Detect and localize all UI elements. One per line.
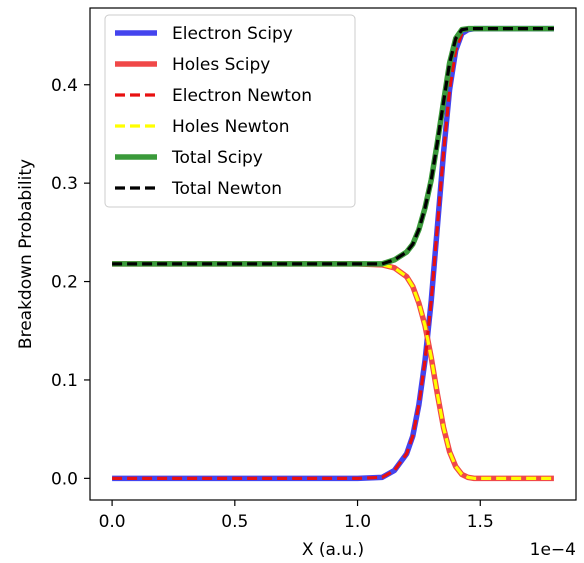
y-tick-label: 0.3 [51,174,78,194]
x-tick-label: 0.5 [221,512,248,532]
x-tick-label: 0.0 [99,512,126,532]
series-layer [112,25,554,482]
x-tick-label: 1.0 [344,512,371,532]
series-line-total-newton [112,27,554,266]
y-tick-label: 0.2 [51,273,78,293]
x-axis-label: X (a.u.) [302,540,364,560]
legend-label-total-scipy: Total Scipy [171,148,263,168]
y-tick-label: 0.1 [51,371,78,391]
series-line-holes-newton [112,262,554,480]
legend-label-electron-scipy: Electron Scipy [172,24,293,44]
y-tick-label: 0.4 [51,76,78,96]
legend-label-holes-newton: Holes Newton [172,117,290,137]
x-tick-label: 1.5 [467,512,494,532]
legend-label-total-newton: Total Newton [171,179,282,199]
x-axis-offset-text: 1e−4 [530,540,576,560]
legend-label-holes-scipy: Holes Scipy [172,55,270,75]
legend-box [104,14,356,208]
legend-label-electron-newton: Electron Newton [172,86,312,106]
y-tick-label: 0.0 [51,469,78,489]
series-line-holes-scipy [112,261,554,482]
axes-layer: 0.0 0.5 1.0 1.5 0.0 0.1 0.2 0.3 0.4 [51,76,494,532]
plot-frame [89,7,577,501]
y-axis-label: Breakdown Probability [16,159,36,349]
legend: Electron Scipy Holes Scipy Electron Newton… [104,14,356,208]
